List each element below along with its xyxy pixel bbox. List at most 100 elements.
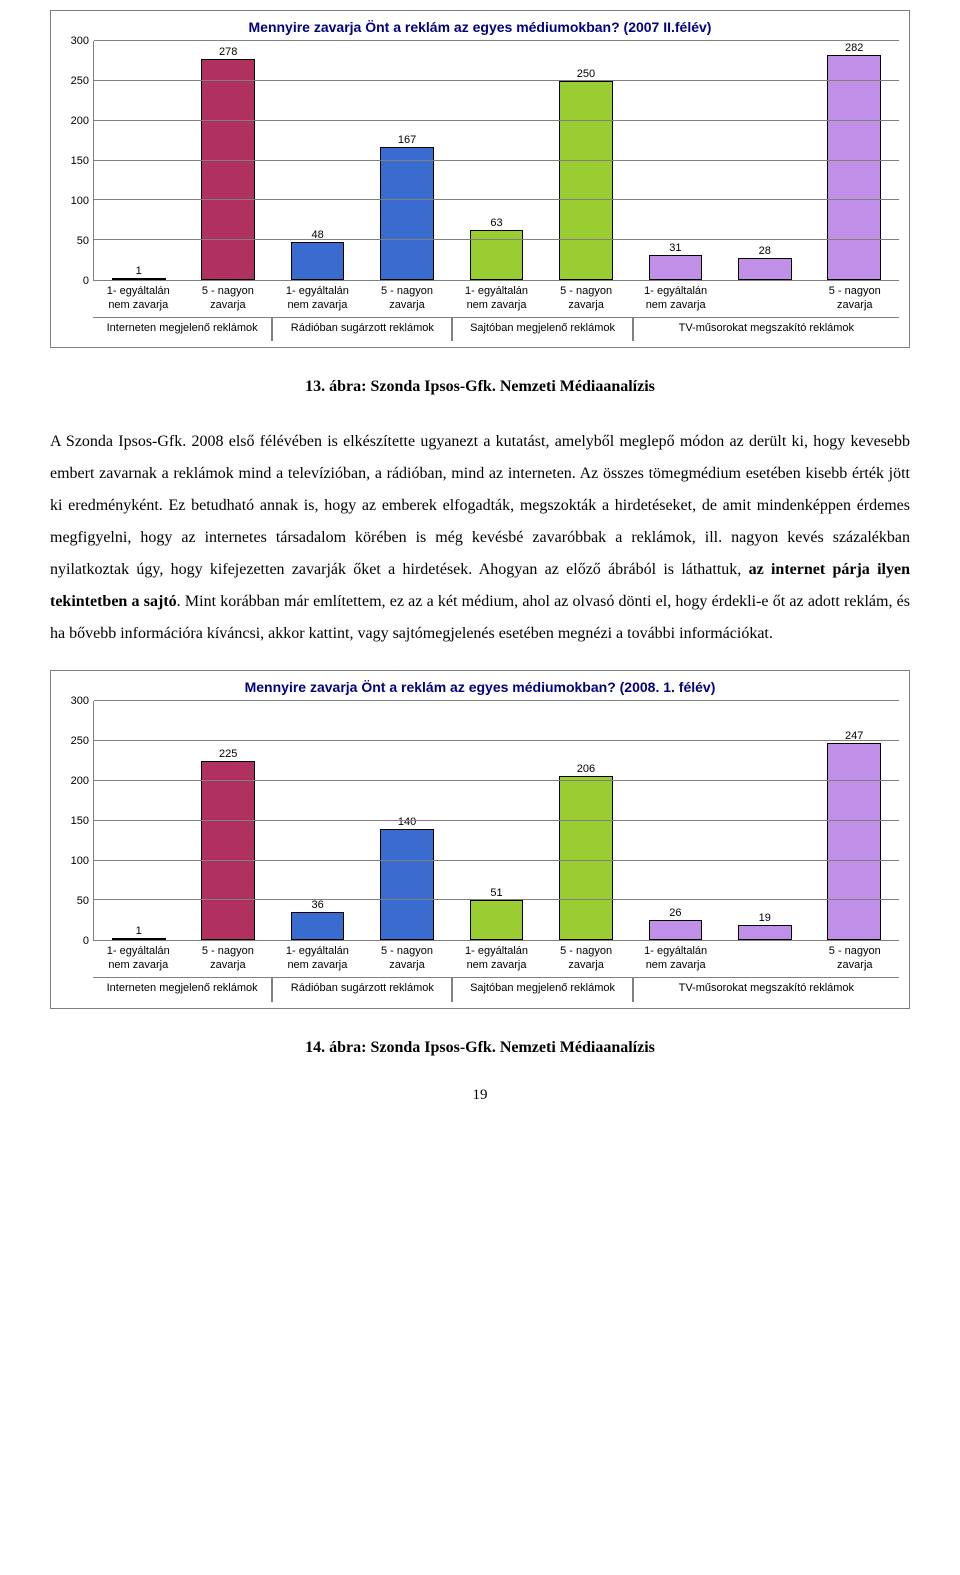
grid-line — [94, 239, 899, 240]
x-tick-label: 1- egyáltalán nem zavarja — [451, 941, 541, 977]
chart-1-bars: 1 278 48 167 63 250 31 28 282 — [94, 41, 899, 280]
y-tick-label: 300 — [61, 35, 89, 47]
bar-slot: 1 — [94, 701, 183, 940]
bar: 36 — [291, 912, 345, 941]
bar: 51 — [470, 900, 524, 941]
x-tick-label: 1- egyáltalán nem zavarja — [630, 281, 720, 317]
x-group-label: Interneten megjelenő reklámok — [93, 977, 272, 1002]
y-tick-label: 150 — [61, 815, 89, 827]
bar-slot: 250 — [541, 41, 630, 280]
y-tick-label: 250 — [61, 75, 89, 87]
y-tick-label: 150 — [61, 155, 89, 167]
x-group-label: TV-műsorokat megszakító reklámok — [633, 977, 899, 1002]
bar-value-label: 278 — [219, 46, 237, 58]
bar-slot: 26 — [631, 701, 720, 940]
bar-value-label: 1 — [136, 265, 142, 277]
bar-slot: 278 — [183, 41, 272, 280]
bar-value-label: 31 — [669, 242, 681, 254]
grid-line — [94, 820, 899, 821]
x-tick-label: 1- egyáltalán nem zavarja — [272, 281, 362, 317]
chart-1-x-groups: Interneten megjelenő reklámokRádióban su… — [93, 317, 899, 342]
chart-2-x-groups: Interneten megjelenő reklámokRádióban su… — [93, 977, 899, 1002]
chart-2-grid: 1 225 36 140 51 206 26 19 247 — [93, 701, 899, 941]
bar-value-label: 225 — [219, 748, 237, 760]
bar-slot: 225 — [183, 701, 272, 940]
bar-slot: 36 — [273, 701, 362, 940]
grid-line — [94, 740, 899, 741]
page: Mennyire zavarja Önt a reklám az egyes m… — [0, 10, 960, 1144]
bar: 63 — [470, 230, 524, 280]
bar: 140 — [380, 829, 434, 941]
chart-1-grid: 1 278 48 167 63 250 31 28 282 — [93, 41, 899, 281]
chart-1-plot: 050100150200250300 127848167632503128282 — [61, 41, 899, 281]
bar-slot: 19 — [720, 701, 809, 940]
bar: 167 — [380, 147, 434, 280]
y-tick-label: 50 — [61, 895, 89, 907]
bar-slot: 31 — [631, 41, 720, 280]
grid-line — [94, 199, 899, 200]
chart-1-y-axis: 050100150200250300 — [61, 41, 93, 281]
y-tick-label: 100 — [61, 855, 89, 867]
bar-value-label: 63 — [490, 217, 502, 229]
grid-line — [94, 40, 899, 41]
bar-slot: 1 — [94, 41, 183, 280]
bar: 1 — [112, 278, 166, 280]
bar: 247 — [827, 743, 881, 940]
y-tick-label: 0 — [61, 275, 89, 287]
x-group-label: Interneten megjelenő reklámok — [93, 317, 272, 342]
bar-value-label: 206 — [577, 763, 595, 775]
bar-slot: 247 — [810, 701, 899, 940]
bar: 48 — [291, 242, 345, 280]
y-tick-label: 100 — [61, 195, 89, 207]
bar: 28 — [738, 258, 792, 280]
y-tick-label: 300 — [61, 695, 89, 707]
x-tick-label: 1- egyáltalán nem zavarja — [93, 941, 183, 977]
paragraph-part-c: . Mint korábban már említettem, ez az a … — [50, 593, 910, 642]
bar-value-label: 282 — [845, 42, 863, 54]
x-tick-label: 5 - nagyon zavarja — [810, 281, 900, 317]
x-tick-label — [720, 941, 810, 977]
bar-slot: 48 — [273, 41, 362, 280]
bar-value-label: 1 — [136, 925, 142, 937]
bar-slot: 28 — [720, 41, 809, 280]
bar: 278 — [201, 59, 255, 280]
chart-2-y-axis: 050100150200250300 — [61, 701, 93, 941]
grid-line — [94, 160, 899, 161]
bar: 31 — [649, 255, 703, 280]
x-group-label: Sajtóban megjelenő reklámok — [452, 317, 632, 342]
body-paragraph: A Szonda Ipsos-Gfk. 2008 első félévében … — [50, 426, 910, 650]
grid-line — [94, 120, 899, 121]
x-group-label: TV-műsorokat megszakító reklámok — [633, 317, 899, 342]
caption-2: 14. ábra: Szonda Ipsos-Gfk. Nemzeti Médi… — [50, 1039, 910, 1057]
bar-slot: 167 — [362, 41, 451, 280]
bar-value-label: 19 — [759, 912, 771, 924]
x-tick-label: 5 - nagyon zavarja — [541, 281, 631, 317]
bar-value-label: 167 — [398, 134, 416, 146]
x-tick-label: 1- egyáltalán nem zavarja — [272, 941, 362, 977]
bar-slot: 140 — [362, 701, 451, 940]
chart-1-x-ticks: 1- egyáltalán nem zavarja5 - nagyon zava… — [93, 281, 899, 317]
x-tick-label: 5 - nagyon zavarja — [541, 941, 631, 977]
bar-value-label: 28 — [759, 245, 771, 257]
x-tick-label: 5 - nagyon zavarja — [810, 941, 900, 977]
bar-slot: 206 — [541, 701, 630, 940]
grid-line — [94, 899, 899, 900]
chart-2-bars: 1 225 36 140 51 206 26 19 247 — [94, 701, 899, 940]
x-tick-label: 5 - nagyon zavarja — [362, 281, 452, 317]
bar-value-label: 26 — [669, 907, 681, 919]
bar: 26 — [649, 920, 703, 941]
bar-value-label: 250 — [577, 68, 595, 80]
y-tick-label: 50 — [61, 235, 89, 247]
x-tick-label: 5 - nagyon zavarja — [362, 941, 452, 977]
grid-line — [94, 780, 899, 781]
x-group-label: Sajtóban megjelenő reklámok — [452, 977, 632, 1002]
x-tick-label — [720, 281, 810, 317]
bar-slot: 63 — [452, 41, 541, 280]
grid-line — [94, 700, 899, 701]
chart-1-title: Mennyire zavarja Önt a reklám az egyes m… — [61, 19, 899, 35]
bar: 282 — [827, 55, 881, 280]
bar: 206 — [559, 776, 613, 940]
x-tick-label: 1- egyáltalán nem zavarja — [630, 941, 720, 977]
x-tick-label: 5 - nagyon zavarja — [183, 281, 273, 317]
grid-line — [94, 860, 899, 861]
